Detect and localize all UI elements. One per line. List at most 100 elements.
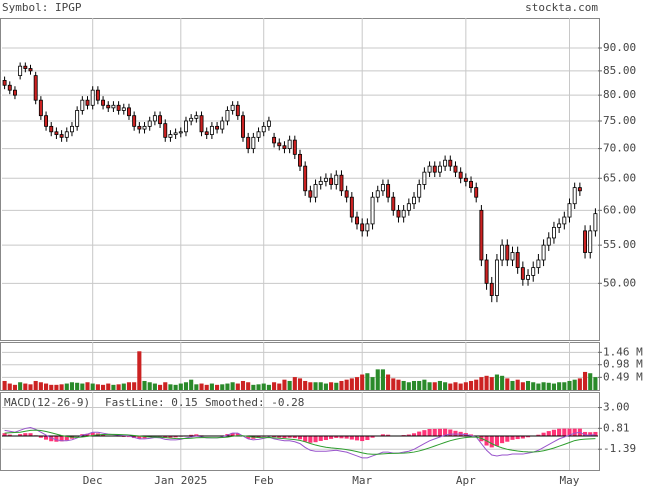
- candle-body: [536, 259, 541, 269]
- volume-bar: [54, 384, 59, 390]
- volume-bar: [12, 384, 18, 390]
- histogram-bar: [64, 436, 69, 441]
- candle-body: [588, 230, 593, 253]
- histogram-bar: [28, 433, 33, 437]
- volume-bar: [189, 379, 194, 390]
- candle-body: [266, 120, 271, 127]
- candle-body: [412, 196, 416, 205]
- candle-body: [339, 174, 344, 192]
- histogram-bar: [551, 429, 557, 437]
- y-tick-label: 1.46 M: [603, 345, 643, 358]
- candle-body: [557, 223, 562, 228]
- volume-bar: [448, 383, 453, 390]
- y-tick-label: 55.00: [603, 238, 636, 251]
- volume-bar: [375, 369, 380, 390]
- x-tick-label: May: [560, 474, 580, 486]
- histogram-bar: [137, 436, 142, 439]
- histogram-bar: [329, 436, 334, 439]
- volume-bar: [246, 382, 251, 390]
- volume-bar: [479, 377, 484, 390]
- candle-body: [551, 226, 556, 239]
- volume-bar: [380, 369, 385, 390]
- volume-bar: [323, 383, 328, 390]
- candle-body: [282, 145, 287, 150]
- candle-body: [225, 110, 230, 122]
- histogram-bar: [323, 436, 328, 441]
- volume-bar: [173, 384, 178, 390]
- volume-bar: [313, 382, 318, 390]
- x-tick-label: Dec: [83, 474, 103, 486]
- candle-body: [246, 136, 251, 150]
- histogram-bar: [536, 434, 541, 437]
- candle-body: [49, 125, 54, 133]
- candle-body: [152, 115, 157, 122]
- candle-body: [241, 115, 245, 138]
- y-tick-label: 50.00: [603, 276, 636, 289]
- histogram-bar: [59, 436, 64, 442]
- volume-frame: [0, 342, 600, 391]
- volume-bar: [38, 382, 43, 390]
- candle-body: [386, 184, 391, 198]
- histogram-bar: [287, 436, 292, 438]
- volume-bar: [463, 382, 468, 390]
- candle-body: [261, 125, 266, 133]
- histogram-bar: [272, 436, 277, 438]
- volume-bar: [484, 375, 489, 390]
- candle-body: [593, 213, 598, 232]
- volume-bar: [95, 384, 100, 390]
- volume-bar: [458, 383, 463, 390]
- candle-body: [95, 89, 100, 101]
- candle-body: [360, 223, 365, 232]
- candle-body: [75, 110, 80, 127]
- histogram-bar: [406, 434, 411, 437]
- candle-body: [121, 107, 126, 111]
- volume-bar: [551, 383, 557, 390]
- volume-bar: [411, 380, 417, 390]
- histogram-bar: [126, 436, 132, 438]
- volume-bar: [137, 351, 142, 390]
- histogram-bar: [562, 428, 567, 437]
- histogram-bar: [7, 434, 12, 437]
- candle-body: [194, 115, 199, 119]
- volume-bar: [168, 384, 173, 390]
- candle-body: [64, 131, 69, 138]
- volume-bar: [437, 380, 442, 390]
- candle-body: [127, 107, 131, 117]
- histogram-bar: [500, 436, 505, 444]
- volume-bar: [365, 373, 370, 390]
- histogram-bar: [494, 436, 499, 446]
- candle-body: [375, 190, 380, 198]
- histogram-bar: [282, 436, 287, 439]
- x-tick-label: Jan 2025: [154, 474, 207, 486]
- histogram-bar: [54, 436, 59, 442]
- candle-body: [406, 203, 411, 211]
- volume-bar: [85, 382, 90, 390]
- y-tick-label: 0.98 M: [603, 358, 643, 371]
- histogram-bar: [437, 428, 442, 437]
- histogram-bar: [546, 431, 551, 437]
- volume-bar: [536, 383, 541, 390]
- y-tick-label: 65.00: [603, 171, 636, 184]
- candle-body: [287, 139, 292, 150]
- candle-body: [583, 230, 587, 253]
- histogram-bar: [417, 431, 422, 437]
- candle-body: [178, 131, 183, 134]
- histogram-bar: [23, 433, 28, 437]
- volume-bar: [132, 382, 137, 390]
- volume-bar: [261, 383, 266, 390]
- volume-bar: [116, 384, 121, 390]
- volume-bar: [391, 378, 396, 390]
- candle-body: [7, 84, 12, 91]
- volume-bar: [287, 380, 292, 390]
- candle-body: [489, 282, 494, 296]
- volume-bar: [235, 383, 240, 390]
- histogram-bar: [303, 436, 308, 442]
- candle-body: [298, 153, 302, 167]
- candle-body: [158, 115, 163, 125]
- candle-body: [546, 237, 551, 246]
- volume-bar: [43, 383, 49, 390]
- candle-body: [355, 216, 359, 225]
- histogram-bar: [582, 431, 588, 437]
- volume-bar: [282, 379, 287, 390]
